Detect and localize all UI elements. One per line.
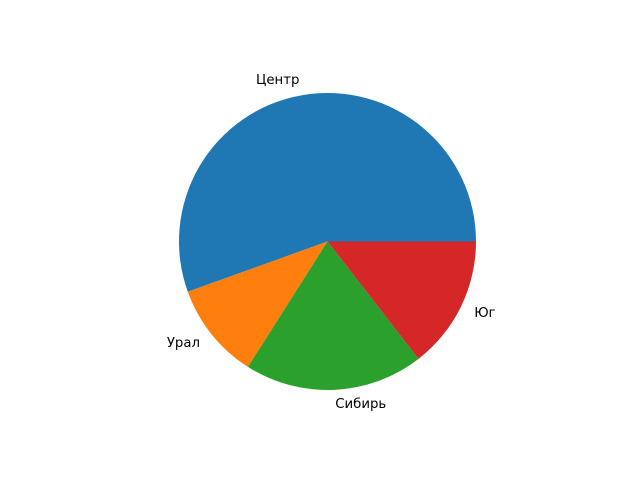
pie-label-2: Сибирь — [335, 396, 386, 412]
pie-slice-1 — [187, 241, 328, 367]
pie-slice-3 — [327, 241, 476, 359]
pie-slice-0 — [178, 92, 476, 292]
pie-label-0: Центр — [256, 73, 299, 88]
pie-label-1: Урал — [167, 336, 200, 351]
pie-slice-2 — [247, 241, 419, 391]
pie-label-3: Юг — [474, 306, 495, 321]
